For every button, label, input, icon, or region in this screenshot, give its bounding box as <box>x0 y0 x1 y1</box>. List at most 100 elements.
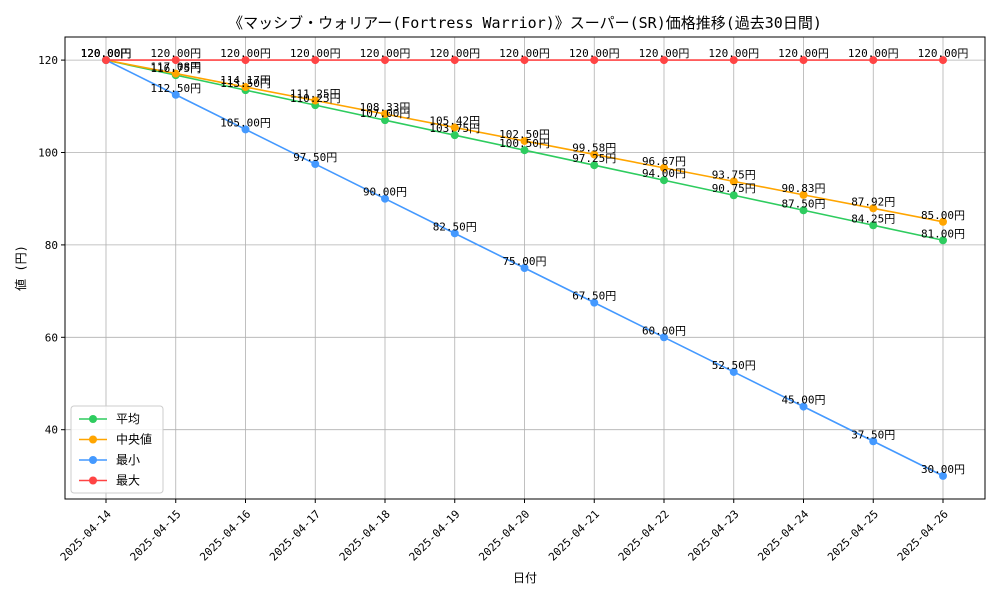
data-label: 105.42円 <box>429 114 480 127</box>
data-point <box>450 229 459 238</box>
data-point <box>102 56 110 65</box>
data-point <box>869 221 878 230</box>
data-label: 90.83円 <box>781 182 825 195</box>
y-tick-label: 100 <box>38 147 58 160</box>
data-point <box>520 264 529 272</box>
x-tick-label: 2025-04-19 <box>407 508 463 564</box>
x-tick-label: 2025-04-24 <box>755 507 811 563</box>
chart-title: 《マッシブ・ウォリアー(Fortress Warrior)》スーパー(SR)価格… <box>228 14 822 32</box>
data-label: 120.00円 <box>499 47 550 60</box>
data-point <box>660 163 668 172</box>
data-point <box>520 136 529 145</box>
x-tick-label: 2025-04-26 <box>895 508 951 564</box>
y-tick-label: 80 <box>45 239 58 252</box>
data-point <box>660 176 668 185</box>
data-point <box>241 83 250 92</box>
data-label: 45.00円 <box>781 394 825 407</box>
data-label: 30.00円 <box>921 463 965 476</box>
data-point <box>311 160 320 169</box>
data-point <box>171 69 180 78</box>
data-label: 120.00円 <box>81 47 132 60</box>
data-label: 93.75円 <box>712 168 756 181</box>
data-point <box>311 56 320 65</box>
data-point <box>939 471 947 480</box>
series-layer <box>102 56 947 480</box>
data-label: 107.00円 <box>360 107 411 120</box>
data-label: 120.00円 <box>429 47 480 60</box>
data-point <box>381 110 389 119</box>
data-point <box>590 298 599 307</box>
data-label: 87.92円 <box>851 195 895 208</box>
x-tick-label: 2025-04-18 <box>337 508 393 564</box>
data-label: 102.50円 <box>499 128 550 141</box>
data-label: 99.58円 <box>572 141 616 154</box>
data-point <box>171 56 180 65</box>
legend-swatch-marker <box>89 415 97 423</box>
data-label: 120.00円 <box>290 47 341 60</box>
data-label: 37.50円 <box>851 428 895 441</box>
data-label: 113.50円 <box>220 77 271 90</box>
data-label: 90.00円 <box>363 186 407 199</box>
data-label: 75.00円 <box>502 255 546 268</box>
data-label: 96.67円 <box>642 155 686 168</box>
data-point <box>450 56 459 65</box>
data-point <box>729 177 738 186</box>
x-axis: 2025-04-14 2025-04-15 2025-04-16 2025-04-17… <box>58 499 951 564</box>
data-point <box>311 96 320 105</box>
data-point <box>799 56 808 65</box>
data-label: 112.50円 <box>150 82 201 95</box>
data-label: 116.75円 <box>150 62 201 75</box>
data-labels: 120.00円 116.75円 113.50円 110.25円 107.00円 103.7… <box>81 47 969 476</box>
data-point <box>450 131 459 140</box>
x-tick-label: 2025-04-21 <box>546 508 602 564</box>
data-label: 52.50円 <box>712 359 756 372</box>
data-point <box>241 56 250 65</box>
x-tick-label: 2025-04-23 <box>686 508 742 564</box>
legend-label: 最小 <box>116 453 140 467</box>
x-tick-label: 2025-04-15 <box>128 508 184 564</box>
x-tick-label: 2025-04-25 <box>825 508 881 564</box>
data-label: 100.50円 <box>499 137 550 150</box>
data-point <box>171 90 180 99</box>
data-label: 60.00円 <box>642 324 686 337</box>
x-tick-label: 2025-04-22 <box>616 508 672 564</box>
data-label: 120.00円 <box>150 47 201 60</box>
data-point <box>381 116 389 125</box>
legend-swatch-marker <box>89 435 97 444</box>
data-label: 120.00円 <box>848 47 899 60</box>
data-label: 82.50円 <box>433 220 477 233</box>
data-label: 87.50円 <box>781 197 825 210</box>
data-label: 111.25円 <box>290 88 341 101</box>
y-tick-label: 120 <box>38 54 58 67</box>
data-label: 120.00円 <box>778 47 829 60</box>
data-point <box>520 56 529 65</box>
data-label: 97.25円 <box>572 152 616 165</box>
y-axis: 40 60 80 100 120 <box>38 54 65 437</box>
data-point <box>869 56 878 65</box>
data-label: 108.33円 <box>360 101 411 114</box>
data-point <box>939 217 947 226</box>
data-label: 103.75円 <box>429 122 480 135</box>
data-point <box>590 150 599 159</box>
data-point <box>381 56 389 65</box>
data-point <box>590 161 599 170</box>
data-point <box>660 56 668 65</box>
x-tick-label: 2025-04-14 <box>58 507 114 563</box>
y-tick-label: 40 <box>45 424 58 437</box>
data-label: 120.00円 <box>360 47 411 60</box>
data-label: 97.50円 <box>293 151 337 164</box>
data-label: 81.00円 <box>921 227 965 240</box>
x-tick-label: 2025-04-16 <box>197 508 253 564</box>
data-label: 120.00円 <box>81 47 132 60</box>
data-label: 114.17円 <box>220 74 271 87</box>
x-tick-label: 2025-04-17 <box>267 508 323 564</box>
data-point <box>799 190 808 199</box>
data-label: 120.00円 <box>708 47 759 60</box>
data-point <box>660 333 668 342</box>
data-point <box>241 125 250 134</box>
data-label: 120.00円 <box>569 47 620 60</box>
x-axis-label: 日付 <box>513 571 537 585</box>
data-label: 110.25円 <box>290 92 341 105</box>
